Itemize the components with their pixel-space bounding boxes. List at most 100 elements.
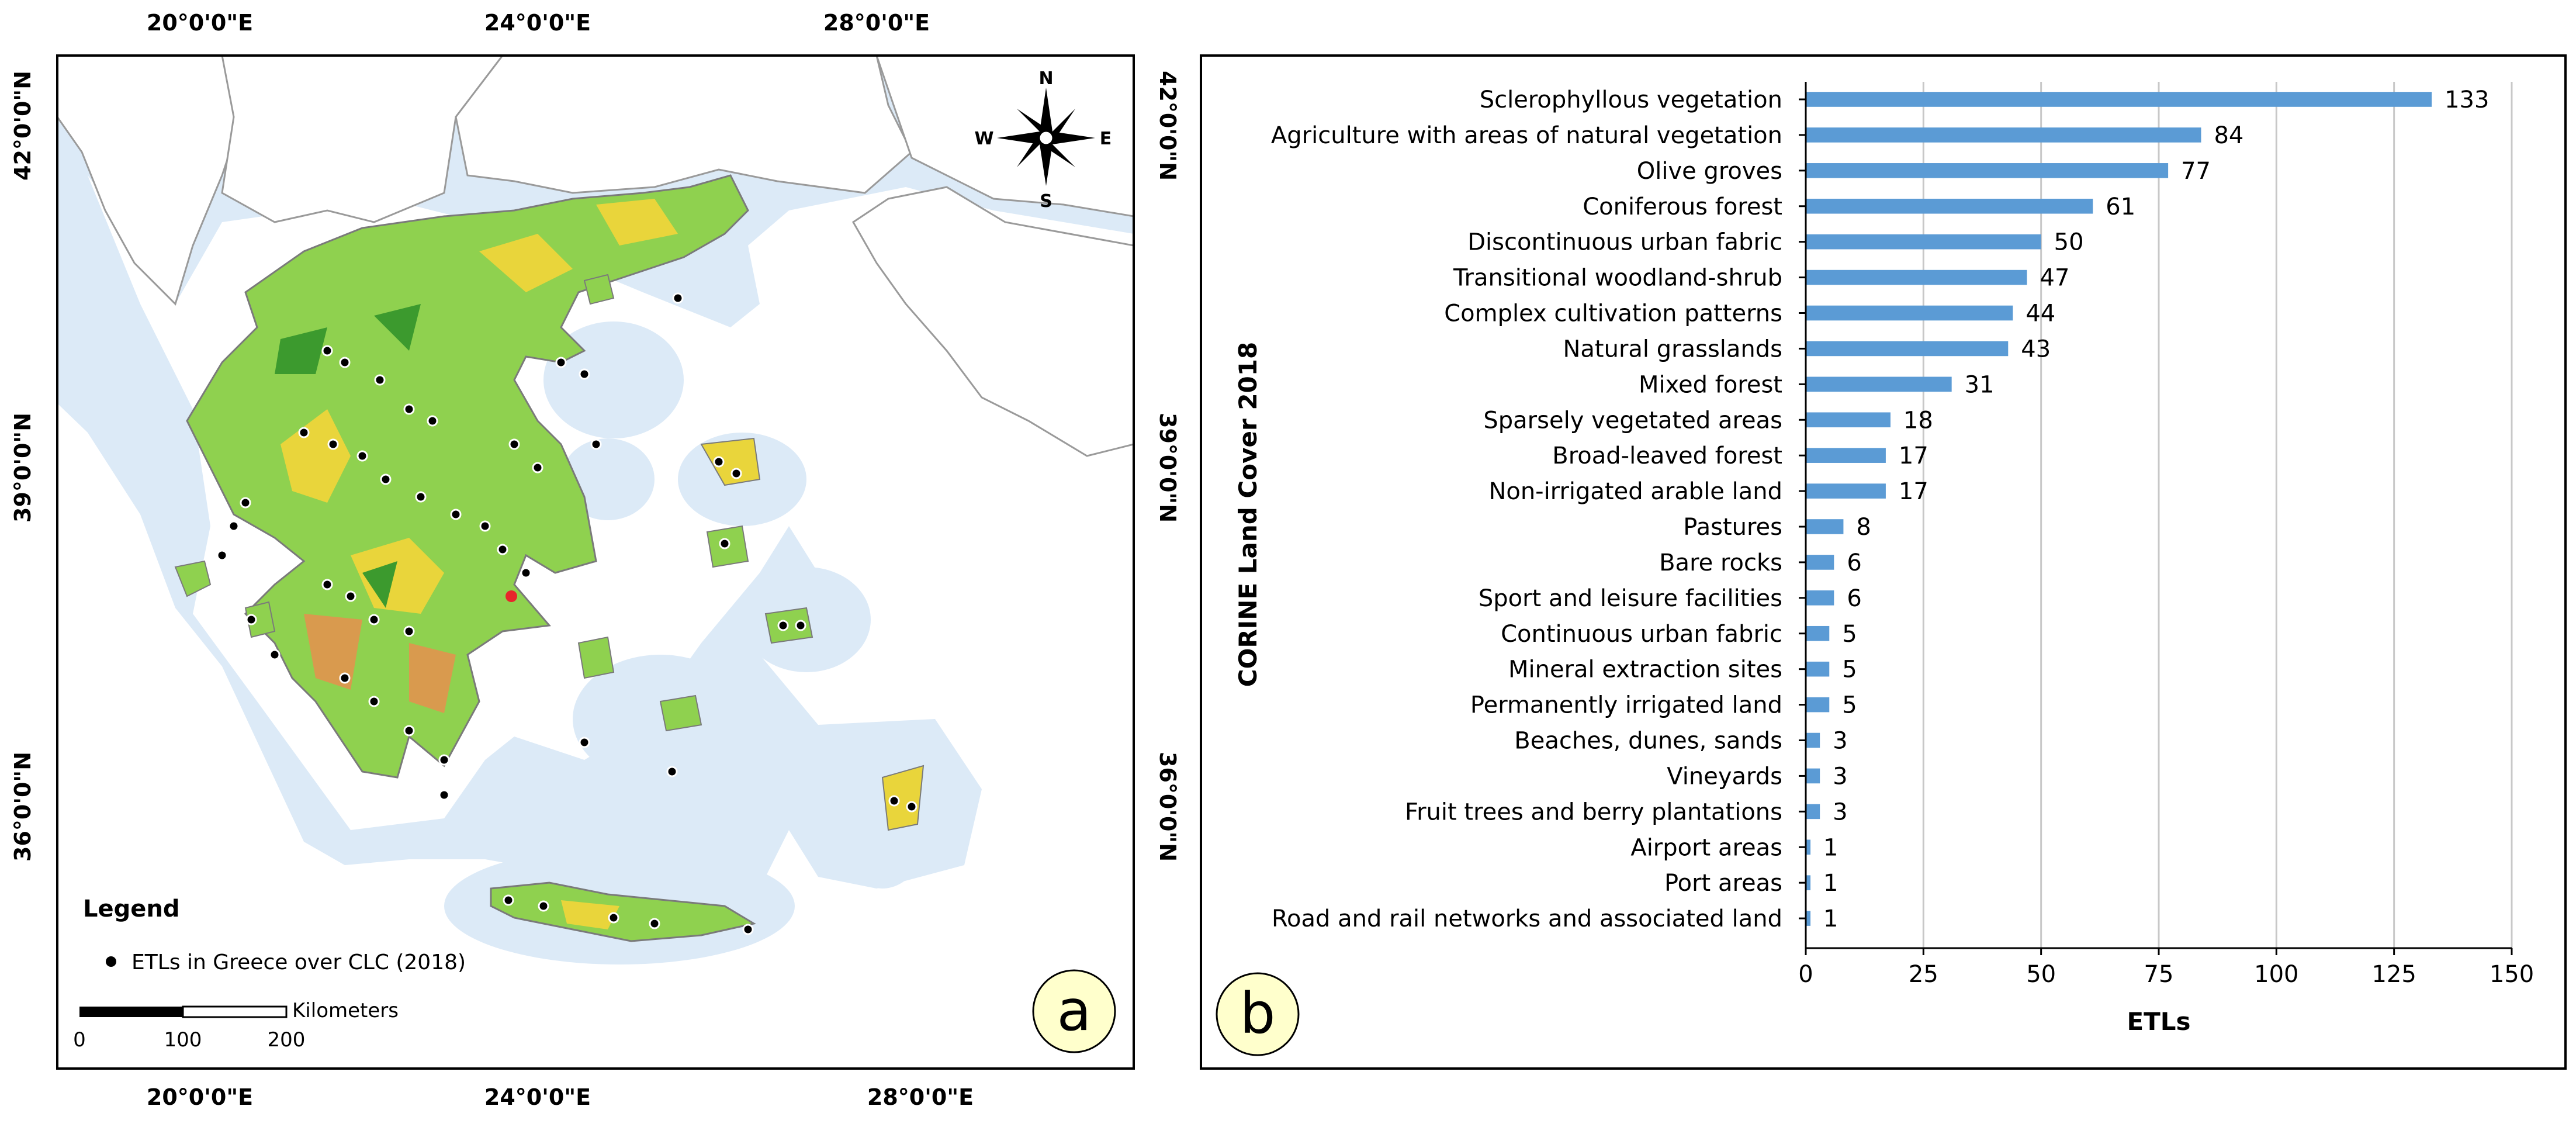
bar: [1806, 732, 1820, 748]
category-label: Olive groves: [1637, 158, 1782, 185]
value-label: 3: [1833, 763, 1847, 790]
x-tick-label: 100: [2254, 961, 2298, 988]
lat-label-left-42n: 42°0'0"N: [10, 71, 36, 181]
north-label: N: [1038, 68, 1053, 89]
map-frame: [56, 54, 1135, 1070]
greece-landcover: [174, 174, 925, 942]
lon-label-bottom-20e: 20°0'0"E: [147, 1084, 253, 1110]
bar: [1806, 590, 1834, 606]
bar: [1806, 875, 1811, 890]
value-label: 5: [1842, 692, 1857, 719]
east-label: E: [1100, 129, 1112, 149]
bar: [1806, 555, 1834, 570]
category-label: Pastures: [1683, 514, 1782, 541]
x-tick-label: 25: [1909, 961, 1938, 988]
value-label: 77: [2181, 158, 2211, 185]
category-label: Sparsely vegetated areas: [1483, 407, 1782, 434]
lon-label-top-28e: 28°0'0"E: [823, 10, 930, 36]
category-label: Sclerophyllous vegetation: [1480, 87, 1782, 113]
value-label: 6: [1847, 549, 1861, 576]
value-label: 1: [1823, 905, 1838, 932]
x-tick-label: 75: [2144, 961, 2174, 988]
category-label: Mineral extraction sites: [1508, 656, 1782, 683]
lon-label-bottom-24e: 24°0'0"E: [484, 1084, 591, 1110]
bar: [1806, 305, 2013, 321]
value-label: 61: [2106, 193, 2135, 220]
value-label: 31: [1965, 371, 1995, 398]
category-label: Broad-leaved forest: [1552, 442, 1782, 469]
bar: [1806, 448, 1886, 463]
panel-label-a-text: a: [1057, 978, 1092, 1043]
category-label: Continuous urban fabric: [1501, 621, 1782, 648]
bar: [1806, 269, 2027, 285]
map-legend: Legend ETLs in Greece over CLC (2018): [83, 896, 466, 974]
scale-tick-0: 0: [73, 1028, 86, 1052]
value-label: 5: [1842, 621, 1857, 648]
scale-bar: Kilometers 0 100 200: [73, 999, 399, 1052]
category-label: Agriculture with areas of natural vegeta…: [1271, 122, 1782, 149]
value-label: 44: [2026, 300, 2055, 327]
panel-label-a: a: [1032, 969, 1116, 1053]
y-axis-label: CORINE Land Cover 2018: [1234, 342, 1262, 687]
category-label: Non-irrigated arable land: [1488, 478, 1782, 505]
value-label: 17: [1899, 478, 1928, 505]
value-label: 5: [1842, 656, 1857, 683]
bar: [1806, 127, 2201, 143]
bar: [1806, 163, 2169, 178]
bar: [1806, 341, 2009, 357]
legend-point-symbol: [106, 956, 116, 967]
category-label: Coniferous forest: [1583, 193, 1782, 220]
category-label: Complex cultivation patterns: [1444, 300, 1782, 327]
value-label: 47: [2040, 265, 2070, 292]
bar: [1806, 519, 1844, 534]
value-label: 1: [1823, 870, 1838, 897]
bar: [1806, 911, 1811, 926]
bar: [1806, 92, 2432, 107]
x-tick-label: 0: [1798, 961, 1813, 988]
category-label: Vineyards: [1667, 763, 1782, 790]
panel-label-b: b: [1216, 972, 1300, 1056]
lon-label-top-20e: 20°0'0"E: [147, 10, 253, 36]
category-label: Fruit trees and berry plantations: [1405, 798, 1782, 825]
bar: [1806, 625, 1830, 641]
value-label: 3: [1833, 798, 1847, 825]
value-label: 1: [1823, 834, 1838, 861]
bar: [1806, 839, 1811, 855]
north-arrow: N S E W: [974, 68, 1112, 212]
category-label: Sport and leisure facilities: [1479, 585, 1782, 612]
bar: [1806, 376, 1952, 392]
bar: [1806, 234, 2041, 250]
category-labels: Sclerophyllous vegetation Agriculture wit…: [1271, 87, 1806, 932]
lon-label-top-24e: 24°0'0"E: [484, 10, 591, 36]
scale-tick-200: 200: [268, 1028, 306, 1052]
chart-bars: [1806, 92, 2432, 926]
value-label: 84: [2214, 122, 2243, 149]
chart-frame: [1200, 54, 2567, 1070]
x-tick-label: 150: [2490, 961, 2534, 988]
etl-points: [216, 292, 917, 935]
x-tick-labels: 0 25 50 75 100 125 150: [1798, 948, 2534, 988]
lat-label-right-36n: 36°0'0"N: [1155, 752, 1180, 862]
category-label: Road and rail networks and associated la…: [1272, 905, 1782, 932]
x-tick-label: 125: [2371, 961, 2416, 988]
bar: [1806, 804, 1820, 820]
value-label: 18: [1903, 407, 1933, 434]
bar: [1806, 768, 1820, 784]
x-axis-label: ETLs: [2127, 1007, 2190, 1036]
bar: [1806, 198, 2093, 214]
neighbour-countries: [57, 56, 1134, 457]
category-label: Mixed forest: [1639, 371, 1782, 398]
bar: [1806, 697, 1830, 713]
value-label: 3: [1833, 728, 1847, 755]
south-label: S: [1040, 191, 1052, 212]
chart-panel: Sclerophyllous vegetation Agriculture wit…: [1200, 54, 2567, 1070]
lat-label-left-36n: 36°0'0"N: [10, 752, 36, 862]
scale-unit: Kilometers: [292, 999, 399, 1022]
chart-gridlines: [1922, 82, 2513, 948]
legend-title: Legend: [83, 896, 180, 922]
category-label: Transitional woodland-shrub: [1453, 265, 1782, 292]
bar: [1806, 661, 1830, 677]
bar: [1806, 412, 1891, 428]
category-label: Beaches, dunes, sands: [1514, 728, 1782, 755]
